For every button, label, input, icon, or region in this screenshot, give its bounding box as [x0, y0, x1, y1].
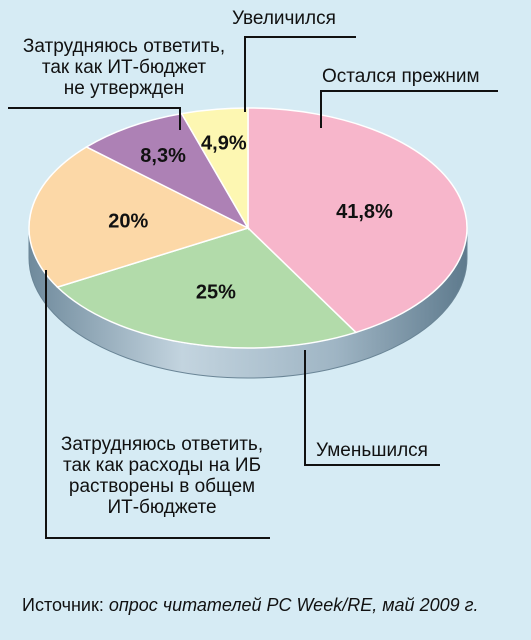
leader-line-dissolved	[45, 270, 270, 539]
label-hard-dissolved: Затрудняюсь ответить, так как расходы на…	[54, 434, 270, 518]
label-decreased: Уменьшился	[316, 440, 428, 461]
pie-slices	[28, 107, 468, 349]
label-hard-budget-line: не утвержден	[63, 78, 185, 99]
pie-slice-1	[55, 227, 358, 349]
source-note: Источник: опрос читателей PC Week/RE, ма…	[22, 595, 479, 616]
label-hard-dissolved-line: так как расходы на ИБ	[62, 455, 262, 476]
leader-lines	[8, 36, 498, 539]
leader-line-decreased	[304, 350, 440, 466]
label-hard-budget: Затрудняюсь ответить, так как ИТ-бюджет …	[8, 36, 240, 99]
source-prefix: Источник:	[22, 595, 104, 615]
leader-line-unchanged	[320, 90, 498, 128]
pie-slice-label-0: 41,8%	[336, 201, 393, 223]
source-text: опрос читателей PC Week/RE, май 2009 г.	[108, 595, 479, 615]
label-hard-dissolved-line: растворены в общем	[68, 476, 256, 497]
pie-slice-4	[180, 107, 249, 231]
leader-line-budget	[8, 107, 181, 130]
pie-percent-labels: 41,8% 25% 20% 8,3% 4,9%	[108, 133, 393, 304]
label-hard-budget-line: Затрудняюсь ответить,	[22, 36, 226, 57]
pie-slice-label-2: 20%	[108, 211, 148, 233]
pie-slice-label-1: 25%	[196, 282, 236, 304]
label-unchanged: Остался прежним	[322, 66, 480, 87]
leader-line-increased	[244, 36, 356, 112]
pie-slice-label-3: 8,3%	[140, 145, 186, 167]
label-hard-dissolved-line: ИТ-бюджете	[107, 497, 217, 518]
pie-slice-0	[247, 107, 468, 334]
pie-slice-2	[28, 146, 251, 288]
label-hard-budget-line: так как ИТ-бюджет	[41, 57, 207, 78]
pie-slice-label-4: 4,9%	[201, 133, 247, 155]
pie-slice-3	[84, 112, 250, 230]
label-increased: Увеличился	[232, 8, 336, 29]
label-hard-dissolved-line: Затрудняюсь ответить,	[60, 434, 264, 455]
